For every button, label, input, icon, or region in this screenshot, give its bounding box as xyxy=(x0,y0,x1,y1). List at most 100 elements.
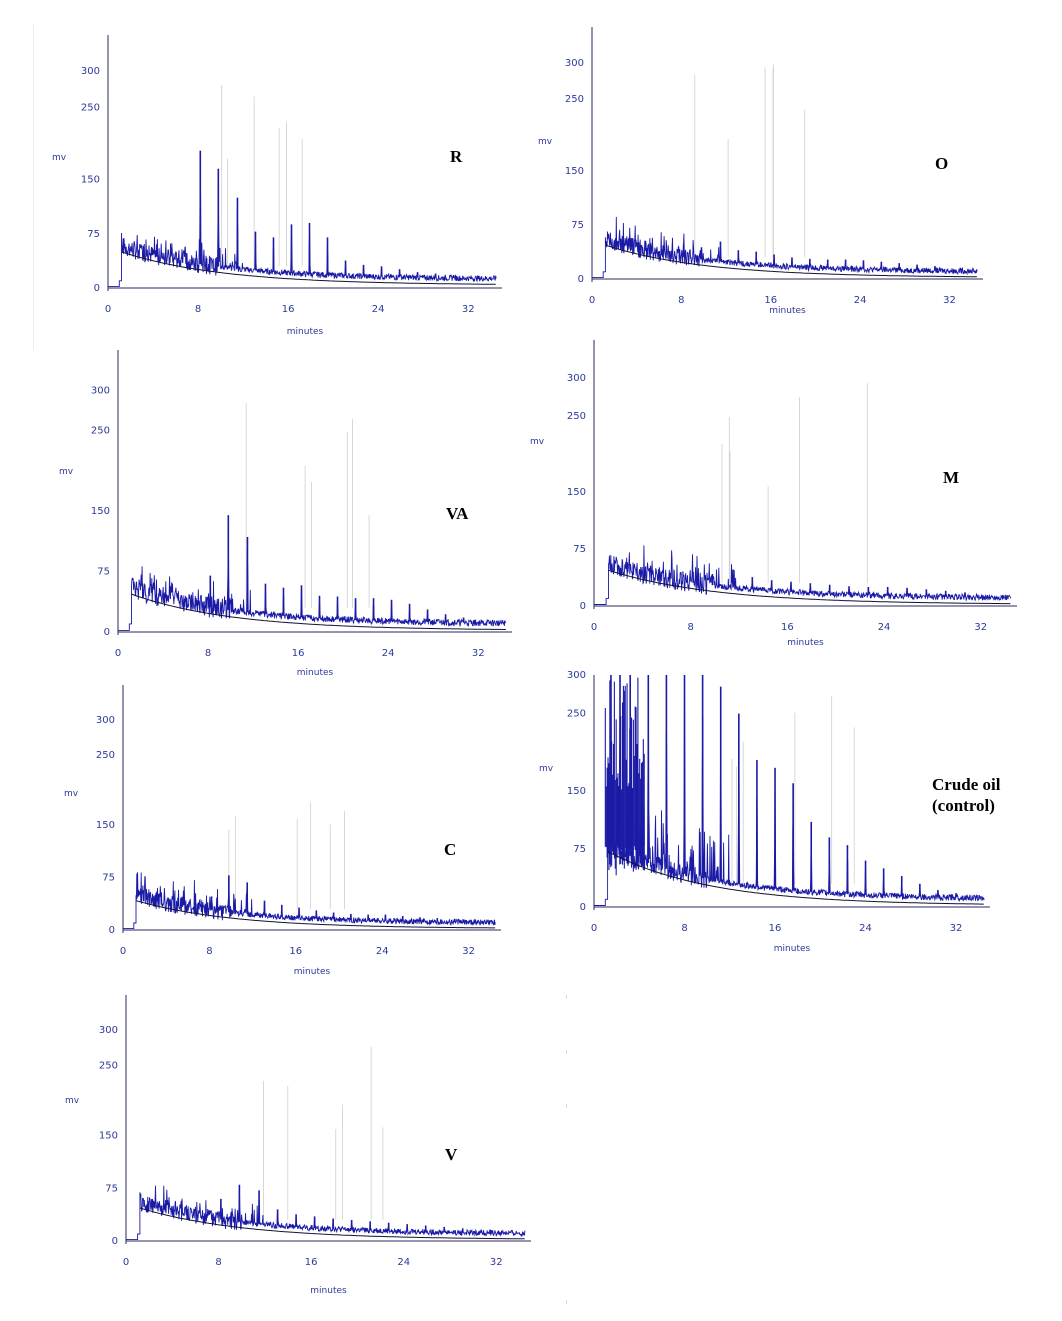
y-axis-title: mv xyxy=(64,789,79,799)
y-axis-title: mv xyxy=(539,764,554,774)
chromatogram-trace xyxy=(126,1184,526,1241)
chromatogram-trace xyxy=(592,216,978,279)
y-tick-label: 0 xyxy=(109,925,115,936)
x-tick-label: 0 xyxy=(589,295,595,306)
y-tick-label: 300 xyxy=(81,66,100,77)
chromatogram-va: 0 75 150 250 300 0 8 16 24 32 mv minutes VA xyxy=(59,350,512,678)
baseline-envelope xyxy=(135,900,496,929)
x-tick-label: 8 xyxy=(215,1257,221,1268)
x-tick-label: 0 xyxy=(120,946,126,957)
chromatogram-trace xyxy=(123,872,496,930)
y-tick-label: 300 xyxy=(96,715,115,726)
chromatogram-v: 0 75 150 250 300 0 8 16 24 32 mv minutes V xyxy=(65,995,531,1296)
x-tick-label: 32 xyxy=(472,648,485,659)
chromatogram-r: 0 75 150 250 300 0 8 16 24 32 mv minutes R xyxy=(52,35,502,337)
y-tick-label: 150 xyxy=(91,506,110,517)
x-tick-label: 8 xyxy=(681,923,687,934)
y-tick-label: 150 xyxy=(567,786,586,797)
y-tick-label: 250 xyxy=(567,411,586,422)
chromatogram-o: 0 75 150 250 300 0 8 16 24 32 mv minutes O xyxy=(538,27,983,316)
sample-label: O xyxy=(935,154,948,173)
y-tick-label: 75 xyxy=(105,1183,118,1194)
x-tick-label: 32 xyxy=(950,923,963,934)
y-tick-label: 0 xyxy=(580,601,586,612)
y-tick-label: 250 xyxy=(99,1060,118,1071)
x-tick-label: 16 xyxy=(769,923,782,934)
chromatogram-trace xyxy=(594,676,985,906)
x-tick-label: 32 xyxy=(974,622,987,633)
x-tick-label: 32 xyxy=(490,1257,503,1268)
y-axis-title: mv xyxy=(65,1096,80,1106)
x-tick-label: 0 xyxy=(591,923,597,934)
stray-mark xyxy=(566,1050,567,1054)
sample-label: M xyxy=(943,468,959,487)
y-tick-label: 250 xyxy=(91,426,110,437)
y-tick-label: 75 xyxy=(573,844,586,855)
y-tick-label: 0 xyxy=(580,902,586,913)
y-tick-label: 75 xyxy=(97,567,110,578)
y-tick-label: 250 xyxy=(81,102,100,113)
chromatogram-panel-va: 0 75 150 250 300 0 8 16 24 32 mv minutes VA xyxy=(50,345,520,680)
x-axis-title: minutes xyxy=(769,306,806,316)
x-tick-label: 8 xyxy=(206,946,212,957)
x-tick-label: 16 xyxy=(289,946,302,957)
x-tick-label: 24 xyxy=(878,622,891,633)
x-tick-label: 24 xyxy=(397,1257,410,1268)
y-axis-title: mv xyxy=(59,467,74,477)
y-tick-label: 150 xyxy=(565,166,584,177)
x-tick-label: 24 xyxy=(376,946,389,957)
y-tick-label: 150 xyxy=(99,1131,118,1142)
sample-label: V xyxy=(445,1145,458,1164)
baseline-envelope xyxy=(607,850,984,905)
chromatogram-panel-crude-oil-control: 0 75 150 250 300 0 8 16 24 32 mv minutes Crude oil (c… xyxy=(530,670,1030,960)
x-axis-title: minutes xyxy=(287,327,324,337)
x-axis-title: minutes xyxy=(787,638,824,648)
y-tick-label: 250 xyxy=(567,709,586,720)
x-tick-label: 0 xyxy=(123,1257,129,1268)
x-tick-label: 8 xyxy=(678,295,684,306)
chromatogram-c: 0 75 150 250 300 0 8 16 24 32 mv minutes C xyxy=(64,685,501,977)
y-tick-label: 75 xyxy=(87,229,100,240)
y-axis-title: mv xyxy=(538,137,553,147)
chromatogram-m: 0 75 150 250 300 0 8 16 24 32 mv minutes M xyxy=(530,340,1017,648)
sample-label: C xyxy=(444,840,456,859)
y-tick-label: 75 xyxy=(102,873,115,884)
baseline-envelope xyxy=(605,244,977,278)
x-tick-label: 8 xyxy=(687,622,693,633)
x-tick-label: 16 xyxy=(764,295,777,306)
y-tick-label: 75 xyxy=(571,220,584,231)
stray-mark xyxy=(566,1104,567,1108)
chromatogram-trace xyxy=(594,545,1012,605)
x-tick-label: 32 xyxy=(462,304,475,315)
x-tick-label: 0 xyxy=(115,648,121,659)
y-tick-label: 150 xyxy=(567,487,586,498)
x-axis-title: minutes xyxy=(310,1286,347,1296)
x-tick-label: 16 xyxy=(292,648,305,659)
x-tick-label: 32 xyxy=(462,946,475,957)
y-axis-title: mv xyxy=(52,153,67,163)
x-axis-title: minutes xyxy=(774,944,811,954)
x-tick-label: 0 xyxy=(105,304,111,315)
baseline-envelope xyxy=(131,593,506,630)
chromatogram-panel-c: 0 75 150 250 300 0 8 16 24 32 mv minutes C xyxy=(55,680,515,980)
y-tick-label: 300 xyxy=(91,385,110,396)
x-tick-label: 0 xyxy=(591,622,597,633)
y-tick-label: 0 xyxy=(578,274,584,285)
stray-mark xyxy=(566,995,567,999)
baseline-envelope xyxy=(139,1207,525,1240)
chromatogram-trace xyxy=(108,169,497,288)
y-tick-label: 150 xyxy=(81,175,100,186)
y-tick-label: 0 xyxy=(94,283,100,294)
chromatogram-panel-o: 0 75 150 250 300 0 8 16 24 32 mv minutes O xyxy=(525,22,995,322)
x-tick-label: 16 xyxy=(781,622,794,633)
sample-label: R xyxy=(450,147,463,166)
y-tick-label: 300 xyxy=(567,373,586,384)
x-tick-label: 8 xyxy=(205,648,211,659)
y-tick-label: 300 xyxy=(565,58,584,69)
y-tick-label: 250 xyxy=(565,94,584,105)
y-tick-label: 150 xyxy=(96,820,115,831)
x-tick-label: 32 xyxy=(943,295,956,306)
x-tick-label: 24 xyxy=(372,304,385,315)
baseline-envelope xyxy=(608,569,1011,605)
y-tick-label: 300 xyxy=(99,1025,118,1036)
